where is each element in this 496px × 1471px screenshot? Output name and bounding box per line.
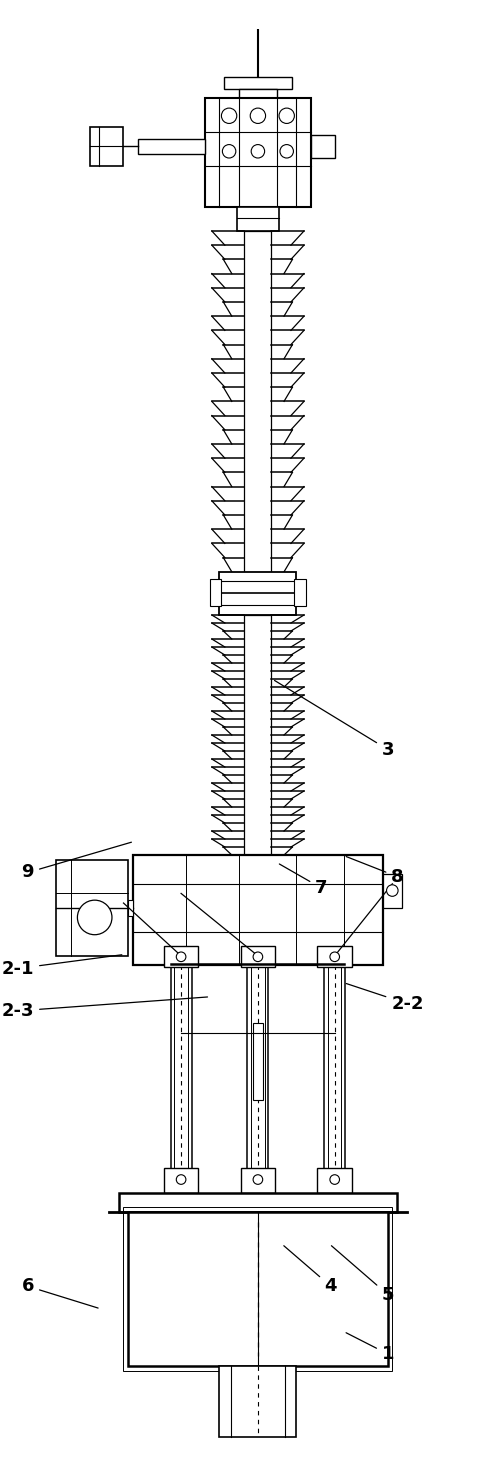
Text: 3: 3 [275,681,394,759]
Bar [119,1193,397,1212]
Bar [383,874,402,908]
Text: 8: 8 [346,856,404,886]
Circle shape [221,107,237,124]
Bar [310,135,335,157]
Bar [245,615,271,855]
Bar [317,1168,352,1193]
Bar [138,138,205,154]
Bar [210,580,221,606]
Text: 2-2: 2-2 [346,984,424,1014]
Circle shape [330,1175,339,1184]
Text: 6: 6 [22,1277,98,1308]
Circle shape [253,952,263,962]
Bar [239,88,277,99]
Text: 2-3: 2-3 [1,997,207,1019]
Bar [241,946,275,968]
Circle shape [279,107,295,124]
Text: 5: 5 [331,1246,394,1303]
Circle shape [250,107,265,124]
Bar [133,855,383,965]
Bar [128,900,133,915]
Bar [241,1168,275,1193]
Bar [128,1212,387,1365]
Text: 1: 1 [346,1333,394,1364]
Bar [324,965,345,1172]
Bar [224,78,292,88]
Text: 7: 7 [279,863,327,897]
Circle shape [251,144,265,157]
Bar [171,965,191,1172]
Circle shape [330,952,339,962]
Circle shape [280,144,294,157]
Text: 4: 4 [284,1246,337,1296]
Bar [90,128,124,166]
Bar [205,99,310,207]
Text: 2-1: 2-1 [1,955,122,978]
Circle shape [253,1175,263,1184]
Bar [245,231,271,572]
Bar [317,946,352,968]
Text: 9: 9 [22,843,131,881]
Circle shape [222,144,236,157]
Bar [164,946,198,968]
Bar [237,207,279,231]
Bar [248,965,268,1172]
Bar [164,1168,198,1193]
Circle shape [176,952,186,962]
Bar [295,580,306,606]
Bar [253,1022,263,1100]
Bar [124,1208,392,1371]
Bar [220,572,296,615]
Bar [220,1365,296,1437]
Circle shape [77,900,112,934]
Circle shape [386,884,398,896]
Bar [56,861,128,956]
Circle shape [176,1175,186,1184]
